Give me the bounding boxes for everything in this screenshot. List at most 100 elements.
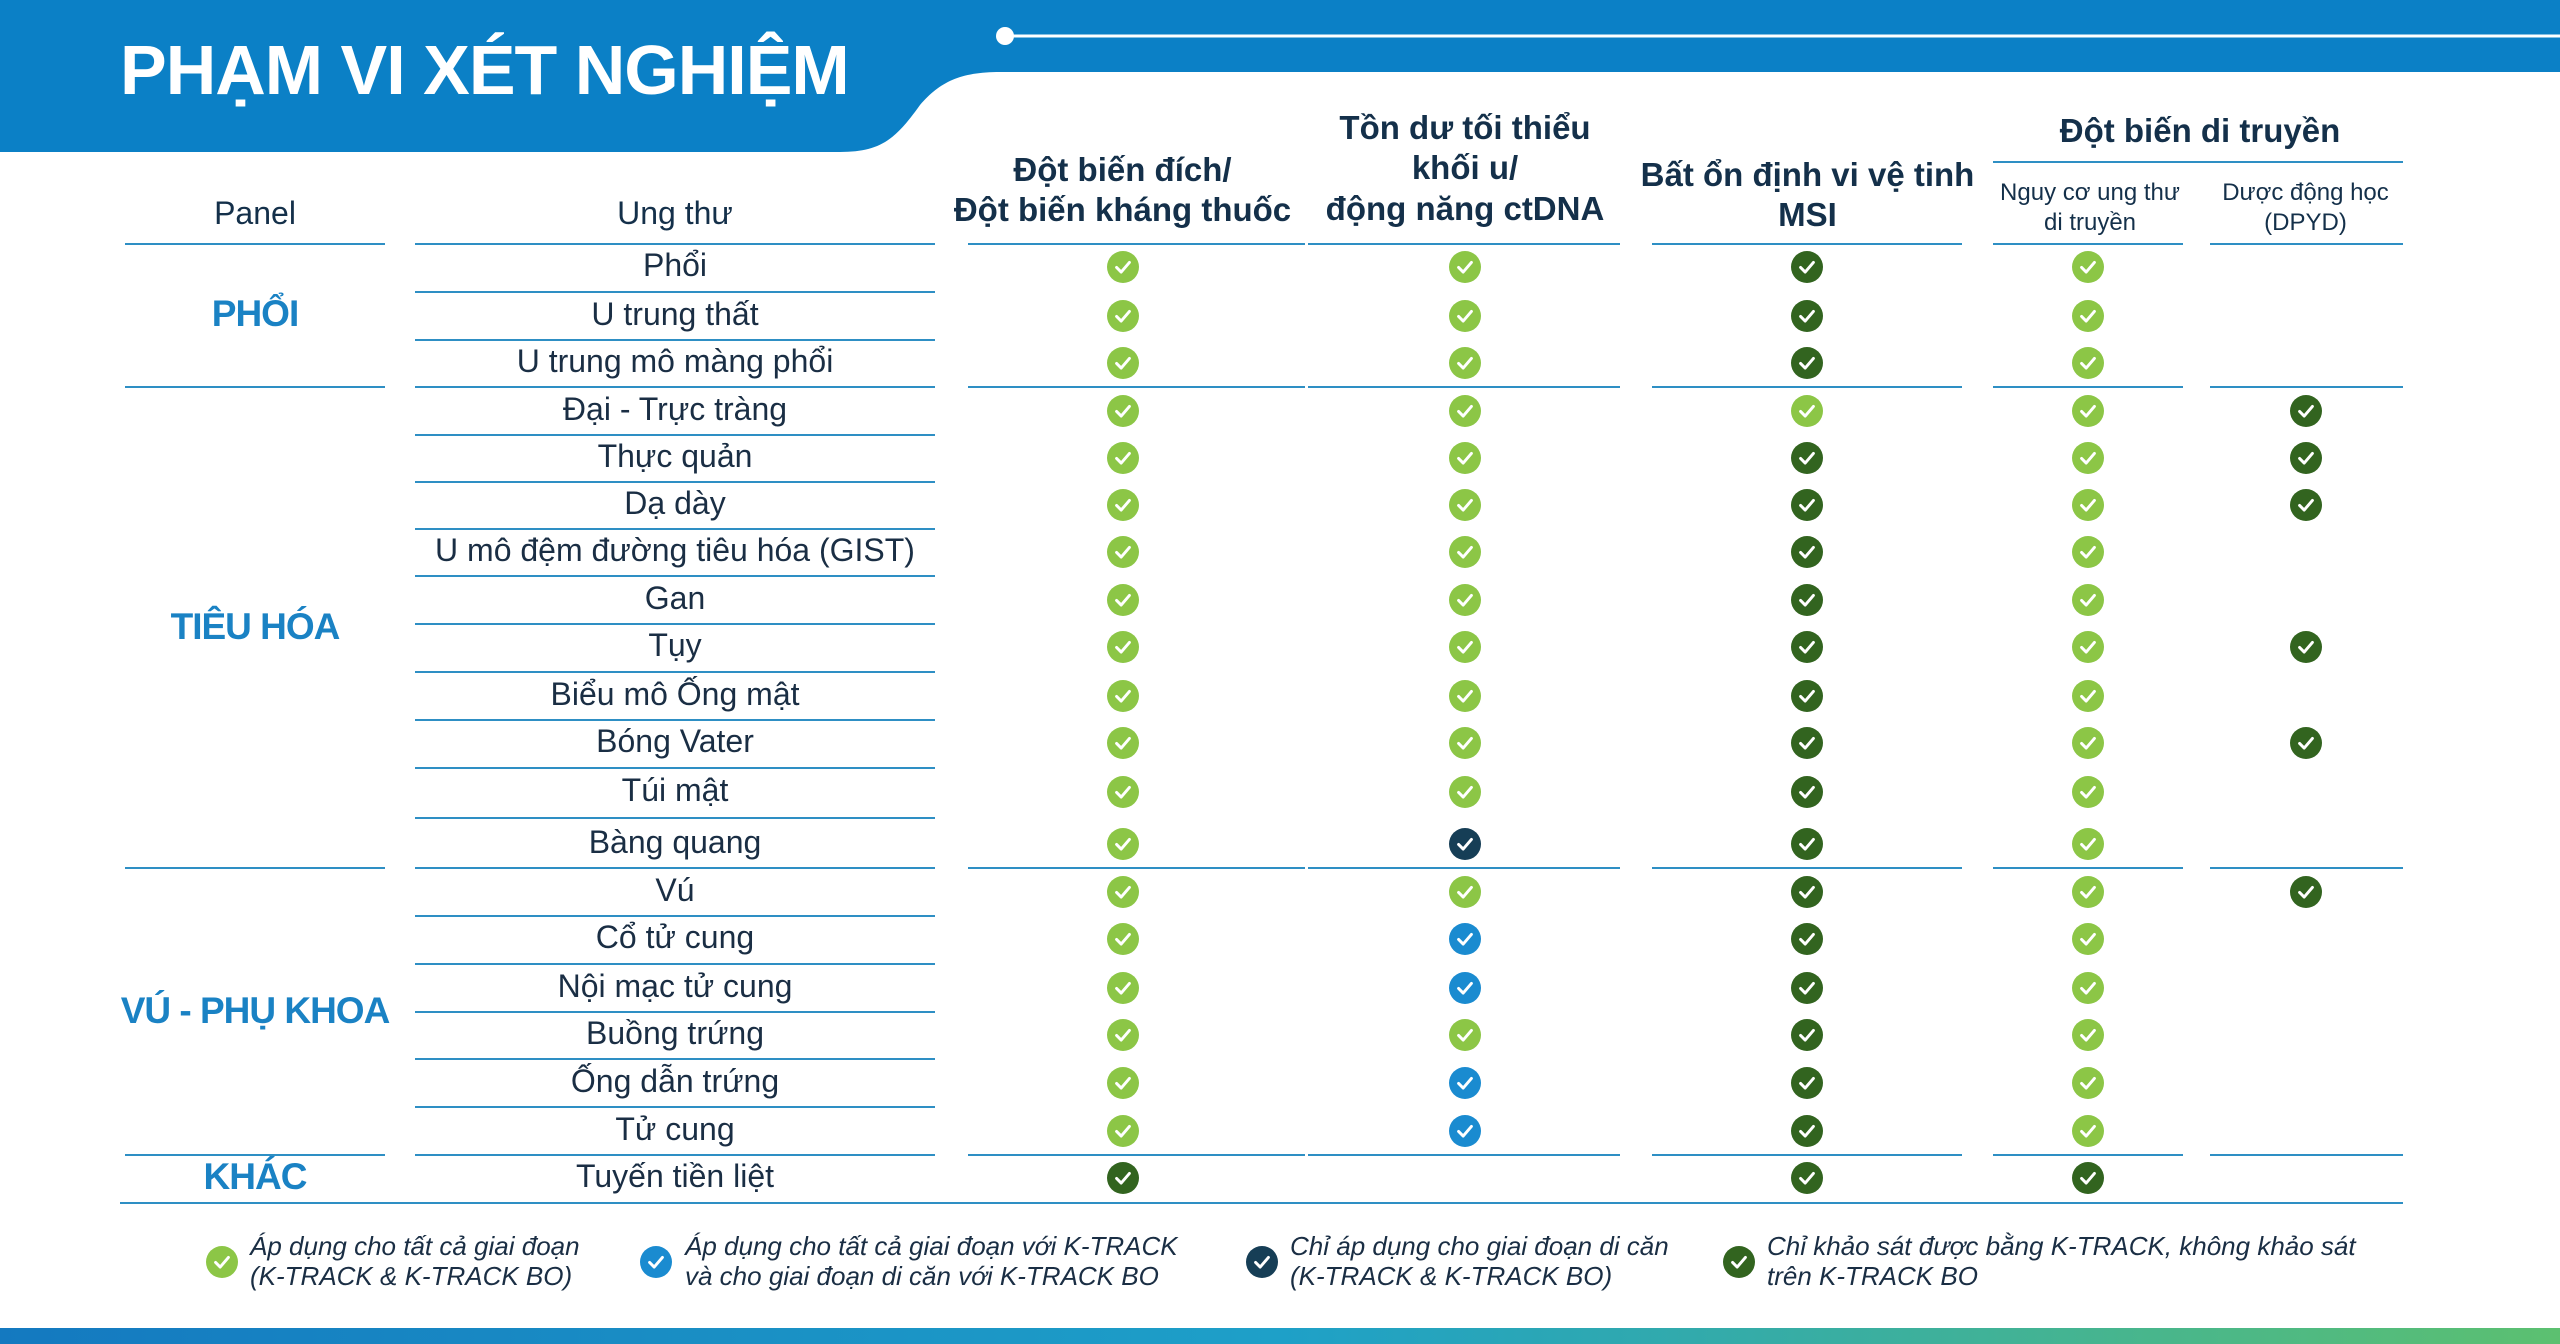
row-separator (2210, 1154, 2403, 1156)
check-icon (1791, 300, 1823, 332)
check-icon (2290, 395, 2322, 427)
check-icon (1449, 727, 1481, 759)
row-separator (415, 915, 935, 917)
check-icon (2072, 1067, 2104, 1099)
check-icon (1107, 631, 1139, 663)
check-icon (1449, 631, 1481, 663)
check-icon (1449, 776, 1481, 808)
check-icon (1449, 300, 1481, 332)
header-group-underline (1993, 161, 2403, 163)
panel-label: TIÊU HÓA (170, 605, 341, 647)
check-icon (1449, 1019, 1481, 1051)
check-icon (1449, 876, 1481, 908)
cancer-name: U trung thất (591, 296, 759, 332)
row-separator (1652, 867, 1962, 869)
check-icon (1791, 876, 1823, 908)
row-separator (415, 1011, 935, 1013)
check-icon (2072, 251, 2104, 283)
row-separator (415, 623, 935, 625)
check-icon (1791, 828, 1823, 860)
row-separator (415, 1154, 935, 1156)
check-icon (2072, 489, 2104, 521)
cancer-name: Phổi (642, 247, 708, 283)
header-mrd-line2: khối u/ (1411, 149, 1519, 187)
panel-label: KHÁC (203, 1156, 308, 1197)
check-icon (2072, 300, 2104, 332)
header-underline-6 (2210, 243, 2403, 245)
legend-text-line: Chỉ khảo sát được bằng K-TRACK, không kh… (1767, 1231, 2356, 1261)
header-band (0, 0, 2560, 152)
check-icon (1449, 489, 1481, 521)
check-icon (2072, 727, 2104, 759)
check-icon (1449, 1067, 1481, 1099)
check-icon (1449, 828, 1481, 860)
check-icon (1791, 972, 1823, 1004)
check-icon (1107, 1115, 1139, 1147)
header-underline-1 (415, 243, 935, 245)
panel-label: PHỔI (211, 293, 299, 334)
check-icon (1107, 300, 1139, 332)
check-icon (1107, 1067, 1139, 1099)
header-msi-line2: MSI (1778, 196, 1837, 234)
check-icon (2072, 536, 2104, 568)
legend-text-line: trên K-TRACK BO (1767, 1260, 1978, 1291)
legend-text-line: (K-TRACK & K-TRACK BO) (250, 1260, 573, 1291)
legend-text: Áp dụng cho tất cả giai đoạn (K-TRACK & K… (250, 1231, 580, 1292)
cancer-name: Đại - Trực tràng (562, 391, 788, 427)
header-target-mutation-line2: Đột biến kháng thuốc (953, 191, 1292, 229)
check-icon (1107, 828, 1139, 860)
row-separator (1993, 867, 2183, 869)
check-icon (1791, 1162, 1823, 1194)
check-icon (2072, 631, 2104, 663)
header-msi-line1: Bất ổn định vi vệ tinh (1640, 156, 1975, 193)
check-icon (1107, 536, 1139, 568)
legend-text-line: Chỉ áp dụng cho giai đoạn di căn (1290, 1231, 1669, 1261)
legend-text: Chỉ khảo sát được bằng K-TRACK, không kh… (1767, 1231, 2356, 1292)
header-underline-3 (1308, 243, 1620, 245)
row-separator (1308, 867, 1620, 869)
header-dpyd-line1: Dược động học (2222, 179, 2389, 206)
check-icon (1791, 1067, 1823, 1099)
check-icon (1449, 442, 1481, 474)
check-icon (2072, 1162, 2104, 1194)
header-hereditary-risk: Nguy cơ ung thư di truyền (1990, 178, 2190, 238)
check-icon (1791, 584, 1823, 616)
check-icon (1791, 442, 1823, 474)
cancer-name: Vú (655, 872, 695, 908)
check-icon (1449, 1115, 1481, 1147)
check-icon (2072, 828, 2104, 860)
row-separator (125, 1154, 385, 1156)
row-separator (125, 386, 385, 388)
row-separator (1993, 1154, 2183, 1156)
cancer-name: Tử cung (615, 1111, 735, 1147)
check-icon (1107, 923, 1139, 955)
check-icon (1449, 536, 1481, 568)
check-icon (1449, 972, 1481, 1004)
row-separator (1308, 1154, 1620, 1156)
row-separator (415, 434, 935, 436)
row-separator (415, 767, 935, 769)
cancer-name: Biểu mô Ống mật (550, 676, 800, 712)
cancer-name: Buồng trứng (586, 1015, 764, 1051)
cancer-name: U trung mô màng phổi (516, 343, 834, 379)
cancer-name: Nội mạc tử cung (557, 968, 793, 1004)
row-separator (415, 1106, 935, 1108)
legend-icon (1246, 1246, 1278, 1278)
header-mrd-line3: động năng ctDNA (1325, 189, 1605, 227)
check-icon (2290, 727, 2322, 759)
legend-text: Chỉ áp dụng cho giai đoạn di căn (K-TRACK… (1290, 1231, 1669, 1292)
row-separator (415, 575, 935, 577)
row-separator (1652, 386, 1962, 388)
legend-icon (640, 1246, 672, 1278)
check-icon (2072, 876, 2104, 908)
check-icon (1107, 395, 1139, 427)
cancer-name: Thực quản (597, 438, 753, 474)
panel-label: VÚ - PHỤ KHOA (120, 989, 391, 1031)
header-mrd-ctdna: Tồn dư tối thiểu khối u/ động năng ctDNA (1305, 108, 1625, 229)
cancer-name: Tuyến tiền liệt (575, 1158, 775, 1194)
check-icon (1107, 680, 1139, 712)
cancer-name: Bóng Vater (596, 723, 754, 759)
cancer-name: Tụy (648, 627, 702, 663)
legend-text-line: (K-TRACK & K-TRACK BO) (1290, 1260, 1613, 1291)
check-icon (1791, 1019, 1823, 1051)
